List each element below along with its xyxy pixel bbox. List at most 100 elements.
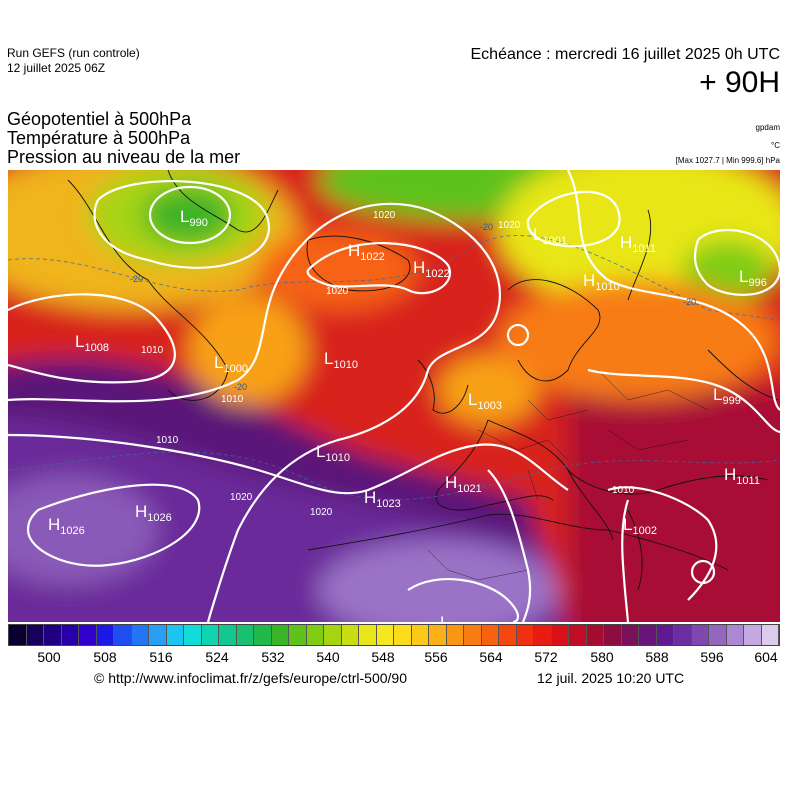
color-scale-cell	[551, 625, 569, 645]
color-scale-cell	[604, 625, 622, 645]
isotherm-value-label: -20	[234, 382, 247, 392]
isobar-value-label: 1010	[221, 394, 244, 405]
color-scale-tick-label: 572	[534, 649, 558, 665]
color-scale-tick-label: 580	[590, 649, 614, 665]
unit-temperature: °C	[771, 141, 780, 150]
color-scale-cell	[114, 625, 132, 645]
parameter-mslp: Pression au niveau de la mer	[7, 147, 241, 167]
pressure-center-label: H1022	[413, 258, 450, 280]
color-scale-tick-label: 596	[700, 649, 724, 665]
color-scale-tick-label: 548	[371, 649, 395, 665]
pressure-center-label: L1003	[468, 390, 502, 412]
pressure-center-label: L1000	[214, 353, 248, 375]
isobar-value-labels: 1020 1020 1010 1010 1010 1020 1020 1020 1010	[141, 210, 635, 518]
color-scale-cell	[9, 625, 27, 645]
color-scale-cell	[534, 625, 552, 645]
isobar-value-label: 1010	[156, 435, 179, 446]
color-scale-cell	[394, 625, 412, 645]
color-scale-tick-label: 564	[479, 649, 503, 665]
pressure-center-label: L990	[180, 207, 208, 229]
color-scale-cell	[621, 625, 639, 645]
lead-time: + 90H	[699, 66, 780, 99]
color-scale-cell	[254, 625, 272, 645]
color-scale-cell	[44, 625, 62, 645]
color-scale-cell	[26, 625, 44, 645]
pressure-center-label: H1023	[364, 488, 401, 510]
color-scale-cell	[149, 625, 167, 645]
color-scale-cell	[359, 625, 377, 645]
isotherm-lines	[8, 235, 780, 501]
color-scale-cell	[306, 625, 324, 645]
color-scale-tick-label: 540	[316, 649, 340, 665]
color-scale-cell	[184, 625, 202, 645]
color-scale-cell	[376, 625, 394, 645]
isobar-value-label: 1020	[326, 286, 349, 297]
source-credit: © http://www.infoclimat.fr/z/gefs/europe…	[94, 670, 408, 686]
color-scale-cell	[761, 625, 779, 645]
color-scale-cell	[744, 625, 762, 645]
pressure-center-label: L1002	[623, 515, 657, 537]
color-scale-cell	[709, 625, 727, 645]
coastlines	[67, 170, 779, 591]
color-scale-tick-label: 500	[37, 649, 61, 665]
isobar-value-label: 1020	[373, 210, 396, 221]
pressure-center-label: L1010	[316, 442, 350, 464]
color-scale-tick-label: 604	[754, 649, 778, 665]
color-scale-cell	[324, 625, 342, 645]
geopotential-color-field	[8, 170, 780, 622]
pressure-center-label: L996	[739, 267, 767, 289]
pressure-center-label: H1021	[445, 473, 482, 495]
color-scale-cell	[271, 625, 289, 645]
pressure-center-label: H1022	[348, 241, 385, 263]
pressure-center-label: H1026	[48, 515, 85, 537]
isobar-value-label: 1010	[612, 485, 635, 496]
pressure-center-label: L999	[713, 385, 741, 407]
color-scale-tick-label: 556	[424, 649, 448, 665]
pressure-center-label: H1011	[620, 233, 656, 255]
parameter-temperature: Température à 500hPa	[7, 128, 191, 148]
pressure-center-label: H1011	[724, 465, 760, 487]
pressure-center-label: L1001	[533, 225, 567, 247]
color-scale-cell	[691, 625, 709, 645]
color-scale-cell	[236, 625, 254, 645]
color-scale-tick-label: 532	[261, 649, 285, 665]
forecast-valid-time: Echéance : mercredi 16 juillet 2025 0h U…	[470, 46, 781, 63]
country-borders	[427, 369, 709, 581]
pressure-center-label: L	[440, 613, 449, 622]
pressure-center-label: H1010	[583, 271, 620, 293]
pressure-center-label: L1008	[75, 332, 109, 354]
color-scale-cell	[674, 625, 692, 645]
isobar-value-label: 1020	[498, 220, 521, 231]
color-scale-cell	[464, 625, 482, 645]
color-scale-tick-label: 588	[645, 649, 669, 665]
unit-mslp-range: [Max 1027.7 | Min 999.6] hPa	[675, 156, 780, 165]
isotherm-value-labels: -20 -20 -20 -20	[130, 222, 696, 392]
pressure-center-label: L1010	[324, 349, 358, 371]
color-scale-cell	[481, 625, 499, 645]
color-scale-cell	[219, 625, 237, 645]
isobar-lines	[8, 170, 780, 622]
run-date: 12 juillet 2025 06Z	[7, 61, 106, 75]
color-scale-cell	[201, 625, 219, 645]
isobar-value-label: 1020	[310, 507, 333, 518]
color-scale-cell	[341, 625, 359, 645]
color-scale-tick-label: 516	[149, 649, 173, 665]
color-scale-cell	[446, 625, 464, 645]
color-scale-cell	[639, 625, 657, 645]
generation-timestamp: 12 juil. 2025 10:20 UTC	[537, 670, 685, 686]
color-scale-cell	[61, 625, 79, 645]
color-scale-cell	[586, 625, 604, 645]
unit-geopotential: gpdam	[755, 123, 780, 132]
color-scale-bar	[8, 624, 780, 646]
color-scale-cell	[726, 625, 744, 645]
color-scale-cell	[569, 625, 587, 645]
isobar-value-label: 1010	[141, 345, 164, 356]
isotherm-value-label: -20	[480, 222, 493, 232]
isotherm-value-label: -20	[683, 297, 696, 307]
color-scale-cell	[79, 625, 97, 645]
color-scale-cell	[656, 625, 674, 645]
isotherm-value-label: -20	[130, 274, 143, 284]
weather-map: L990 H1022 H1022 L1001 H1011 L996 H1010 L1008 L1…	[8, 170, 780, 622]
color-scale-cell	[429, 625, 447, 645]
